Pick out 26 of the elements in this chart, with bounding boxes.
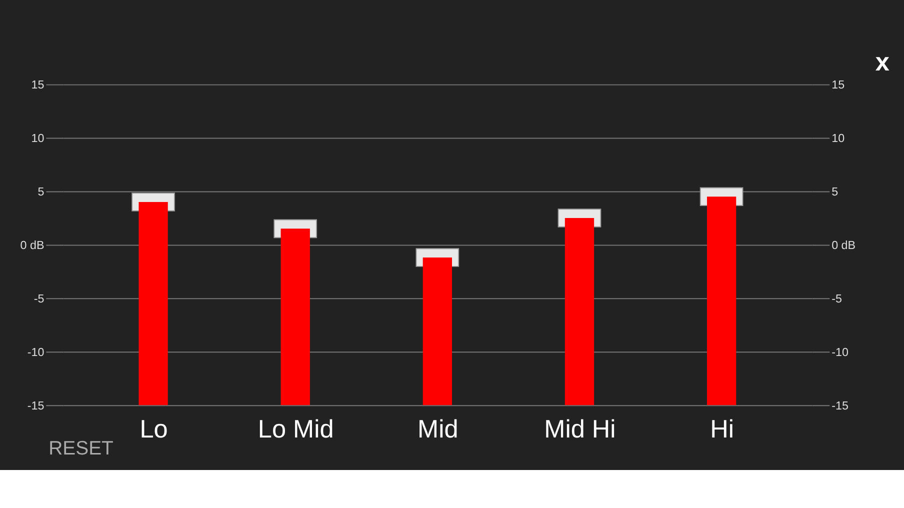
- x-tick-label: Lo: [140, 416, 168, 444]
- y-tick-label: 15: [31, 78, 44, 92]
- y-tick-label: -15: [27, 399, 44, 412]
- x-tick-label: Mid: [418, 416, 458, 444]
- x-tick-label: Hi: [710, 416, 734, 444]
- y-tick-label: -10: [27, 346, 45, 360]
- y2-tick-label: -10: [832, 346, 849, 360]
- y2-tick-label: -15: [832, 399, 848, 412]
- y2-tick-label: -5: [832, 292, 842, 306]
- bar: [138, 202, 168, 406]
- x-tick-label: Mid Hi: [544, 416, 616, 444]
- y2-tick-label: 15: [832, 78, 845, 92]
- x-tick-label: Lo Mid: [258, 416, 334, 444]
- y-tick-label: 5: [38, 186, 44, 199]
- y-tick-label: -5: [34, 292, 44, 306]
- y2-tick-label: 5: [832, 186, 838, 199]
- y2-tick-label: 10: [832, 132, 846, 146]
- y-tick-label: 0 dB: [20, 239, 44, 252]
- text: x: [875, 48, 890, 77]
- text: RESET: [48, 438, 114, 460]
- bar: [706, 196, 736, 406]
- bar: [422, 258, 452, 406]
- y2-tick-label: 0 dB: [832, 239, 856, 252]
- bar: [280, 228, 310, 406]
- y-tick-label: 10: [31, 132, 45, 146]
- bar: [564, 218, 594, 406]
